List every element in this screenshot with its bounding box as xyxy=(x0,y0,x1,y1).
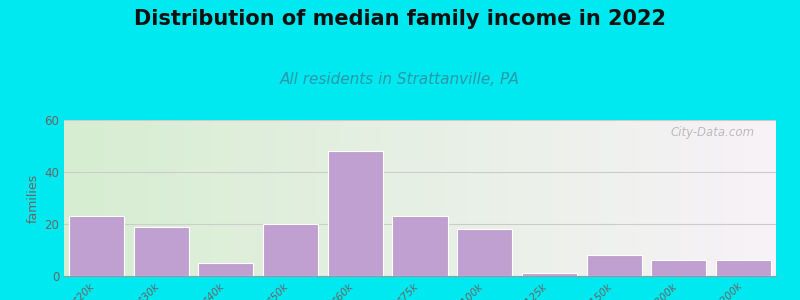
Bar xyxy=(198,263,254,276)
Text: Distribution of median family income in 2022: Distribution of median family income in … xyxy=(134,9,666,29)
Bar xyxy=(69,216,124,276)
Bar xyxy=(716,260,771,276)
Text: City-Data.com: City-Data.com xyxy=(670,126,754,139)
Bar xyxy=(586,255,642,276)
Bar xyxy=(458,229,512,276)
Text: All residents in Strattanville, PA: All residents in Strattanville, PA xyxy=(280,72,520,87)
Bar xyxy=(522,273,577,276)
Bar xyxy=(263,224,318,276)
Y-axis label: families: families xyxy=(27,173,40,223)
Bar xyxy=(393,216,447,276)
Bar xyxy=(651,260,706,276)
Bar xyxy=(134,226,189,276)
Bar xyxy=(328,151,382,276)
